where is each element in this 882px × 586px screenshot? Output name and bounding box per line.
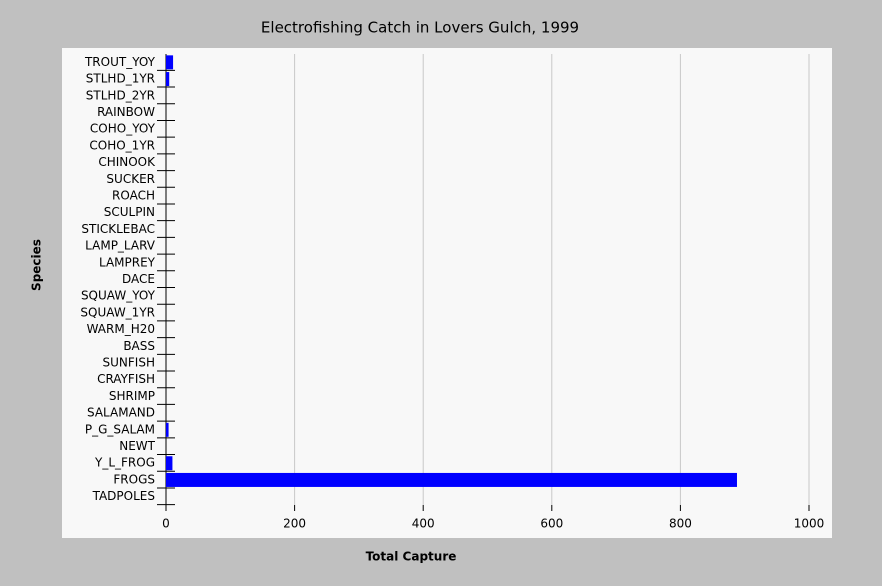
- x-tick-label: 0: [162, 517, 170, 531]
- chart-title: Electrofishing Catch in Lovers Gulch, 19…: [261, 19, 579, 37]
- plot-panel: [62, 48, 832, 538]
- y-tick-label: CHINOOK: [98, 155, 156, 169]
- y-tick-label: P_G_SALAM: [85, 422, 155, 436]
- y-tick-label: SCULPIN: [104, 205, 155, 219]
- y-tick-label: SALAMAND: [87, 406, 155, 420]
- y-tick-label: SUNFISH: [103, 356, 155, 370]
- x-axis-label: Total Capture: [366, 550, 457, 564]
- y-tick-label: COHO_YOY: [90, 122, 156, 136]
- y-tick-label: STLHD_1YR: [86, 72, 155, 86]
- y-tick-label: RAINBOW: [97, 105, 155, 119]
- y-tick-label: STICKLEBAC: [81, 222, 155, 236]
- x-tick-label: 600: [540, 517, 563, 531]
- y-axis-label: Species: [30, 239, 44, 291]
- y-tick-label: SUCKER: [106, 172, 155, 186]
- y-tick-label: COHO_1YR: [89, 138, 155, 152]
- y-tick-label: BASS: [123, 339, 155, 353]
- y-tick-label: STLHD_2YR: [86, 88, 155, 102]
- bar: [166, 456, 173, 471]
- y-tick-label: TADPOLES: [92, 489, 155, 503]
- y-tick-label: SHRIMP: [109, 389, 155, 403]
- y-tick-label: FROGS: [113, 472, 155, 486]
- bar: [166, 72, 170, 87]
- x-tick-label: 200: [283, 517, 306, 531]
- y-tick-label: LAMPREY: [99, 255, 156, 269]
- y-tick-label: TROUT_YOY: [84, 55, 156, 69]
- y-tick-label: Y_L_FROG: [94, 456, 155, 470]
- y-tick-label: LAMP_LARV: [85, 239, 156, 253]
- y-tick-label: WARM_H20: [87, 322, 155, 336]
- bar: [166, 422, 169, 437]
- y-tick-label: CRAYFISH: [97, 372, 155, 386]
- y-tick-label: ROACH: [112, 188, 155, 202]
- bar: [166, 472, 737, 487]
- bar: [166, 55, 174, 70]
- y-tick-label: SQUAW_YOY: [81, 289, 156, 303]
- x-tick-label: 1000: [794, 517, 825, 531]
- x-tick-label: 400: [412, 517, 435, 531]
- y-tick-label: SQUAW_1YR: [80, 305, 155, 319]
- y-tick-label: DACE: [122, 272, 155, 286]
- x-tick-label: 800: [669, 517, 692, 531]
- y-tick-label: NEWT: [119, 439, 155, 453]
